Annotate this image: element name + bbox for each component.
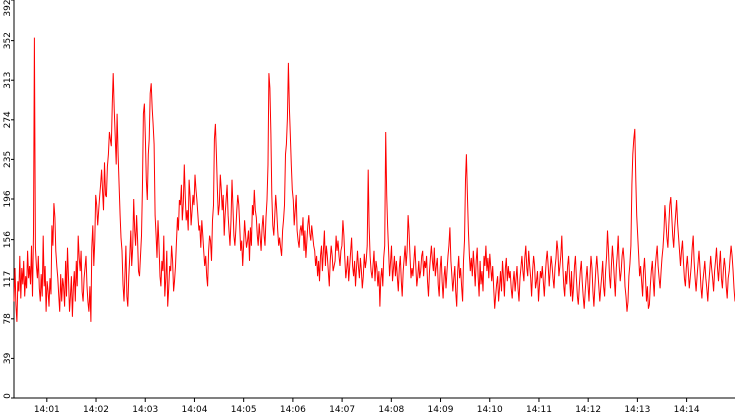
x-tick-label: 14:01 [34,405,60,415]
y-axis: 0 39 78 117 156 196 235 274 313 352 392 [3,0,15,399]
x-axis: 14:01 14:02 14:03 14:04 14:05 14:06 14:07 14:08… [14,397,735,415]
x-tick-label: 14:13 [624,405,650,415]
y-tick-label: 0 [3,393,13,399]
y-tick-label: 117 [3,271,13,288]
y-tick-label: 274 [3,111,13,128]
x-tick-label: 14:09 [428,405,454,415]
x-tick-label: 14:05 [231,405,257,415]
y-tick-label: 156 [3,231,13,248]
y-tick-label: 392 [3,0,13,17]
x-tick-label: 14:10 [477,405,503,415]
y-tick-label: 39 [3,352,13,364]
x-tick-label: 14:07 [329,405,355,415]
x-tick-label: 14:11 [526,405,552,415]
x-tick-label: 14:08 [378,405,404,415]
x-tick-label: 14:14 [674,405,700,415]
y-tick-label: 235 [3,151,13,168]
x-tick-label: 14:03 [132,405,158,415]
y-tick-label: 78 [3,313,13,325]
x-tick-label: 14:04 [181,405,207,415]
x-tick-label: 14:06 [280,405,306,415]
x-tick-label: 14:12 [575,405,601,415]
y-tick-label: 313 [3,72,13,89]
x-tick-label: 14:02 [83,405,109,415]
y-tick-label: 352 [3,32,13,49]
y-tick-label: 196 [3,190,13,207]
series-line [13,37,735,322]
